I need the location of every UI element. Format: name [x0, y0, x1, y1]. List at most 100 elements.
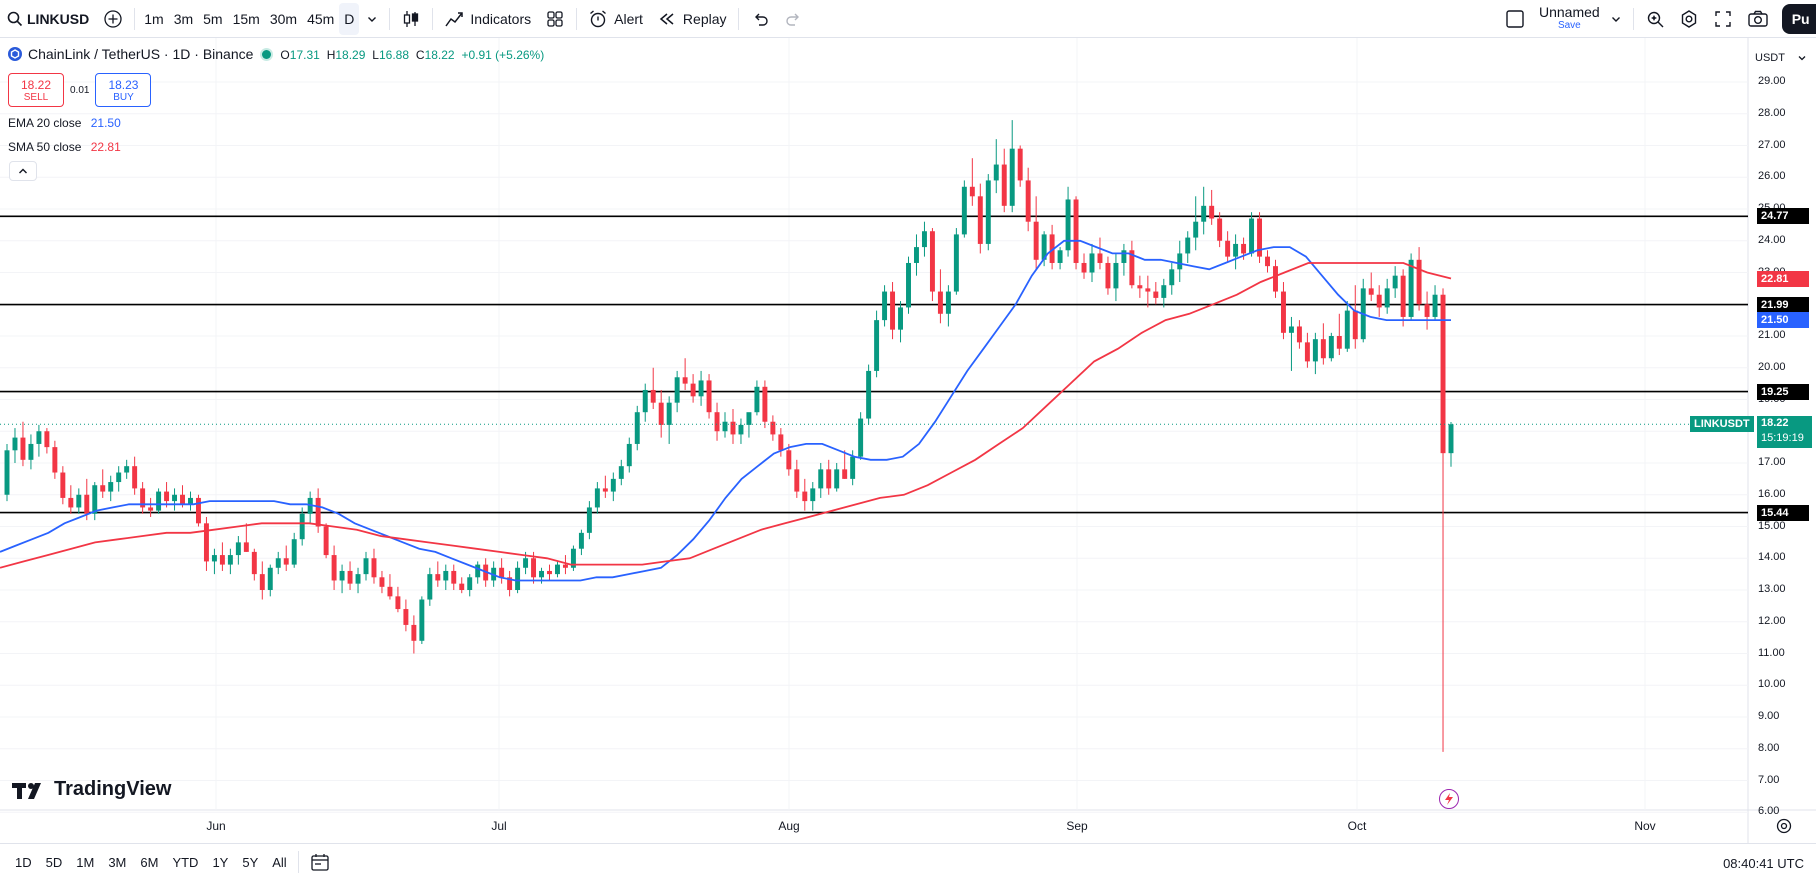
alert-button[interactable]: Alert — [581, 3, 650, 35]
candle-body — [1336, 336, 1342, 349]
candle-body — [1432, 294, 1438, 317]
gear-icon — [1679, 9, 1699, 29]
candle-body — [419, 599, 425, 641]
timeframe-45m[interactable]: 45m — [307, 10, 335, 27]
range-6m[interactable]: 6M — [140, 854, 159, 870]
buy-button[interactable]: 18.23 BUY — [95, 73, 152, 107]
candle-body — [1137, 285, 1143, 289]
candle-body — [227, 555, 233, 565]
candle-body — [20, 437, 26, 460]
price-scale-label: 7.00 — [1758, 773, 1780, 786]
settings-button[interactable] — [1672, 3, 1706, 35]
whats-new-button[interactable] — [1439, 789, 1459, 809]
candle-body — [826, 469, 832, 489]
layout-save-label: Save — [1557, 20, 1581, 31]
candle-body — [499, 567, 505, 578]
price-chart[interactable] — [0, 0, 1816, 843]
range-ytd[interactable]: YTD — [172, 854, 199, 870]
candle-body — [140, 488, 146, 508]
candle-body — [355, 574, 361, 584]
last-price-tag: 18.22 15:19:19 — [1757, 416, 1812, 449]
candle-body — [1384, 288, 1390, 308]
candle-body — [898, 307, 903, 330]
candle-body — [435, 574, 441, 581]
compare-symbol-button[interactable] — [96, 3, 130, 35]
publish-button[interactable]: Pu — [1781, 4, 1816, 34]
timeframe-30m[interactable]: 30m — [269, 10, 298, 27]
range-5y[interactable]: 5Y — [242, 854, 259, 870]
fullscreen-button[interactable] — [1706, 3, 1740, 35]
candle-body — [339, 570, 345, 581]
range-all[interactable]: All — [272, 854, 287, 870]
candle-body — [682, 377, 688, 384]
sma-legend[interactable]: SMA 50 close 22.81 — [8, 140, 121, 154]
redo-button[interactable] — [777, 3, 811, 35]
ema-20-line — [0, 239, 1451, 582]
range-5d[interactable]: 5D — [45, 854, 63, 870]
candle-body — [658, 402, 664, 425]
tradingview-logo[interactable]: TradingView — [12, 778, 171, 801]
currency-selector[interactable]: USDT — [1751, 48, 1811, 68]
quick-search-button[interactable] — [1638, 3, 1672, 35]
candle-body — [387, 586, 393, 597]
candle-body — [315, 497, 321, 527]
candle-body — [12, 437, 18, 451]
timeframe-5m[interactable]: 5m — [203, 10, 223, 27]
candle-body — [1280, 291, 1286, 333]
replay-button[interactable]: Replay — [650, 3, 734, 35]
candle-body — [738, 424, 744, 435]
candle-body — [60, 472, 66, 498]
price-scale-label: 6.00 — [1758, 805, 1780, 818]
indicators-button[interactable]: Indicators — [437, 3, 538, 35]
range-1m[interactable]: 1M — [76, 854, 95, 870]
snapshot-button[interactable] — [1740, 3, 1776, 35]
candle-body — [1121, 250, 1127, 263]
candle-body — [363, 558, 369, 575]
candle-body — [937, 291, 943, 314]
candle-body — [84, 494, 90, 514]
ema-legend[interactable]: EMA 20 close 21.50 — [8, 116, 121, 130]
candle-body — [1352, 310, 1358, 340]
ohlc-values: O17.31 H18.29 L16.88 C18.22 +0.91 (+5.26… — [280, 48, 545, 62]
timeframe-3m[interactable]: 3m — [173, 10, 194, 27]
date-range-list: 1D 5D 1M 3M 6M YTD 1Y 5Y All — [8, 855, 294, 870]
timeframe-dropdown[interactable] — [359, 3, 385, 35]
toolbar-divider — [389, 7, 391, 30]
chart-type-button[interactable] — [394, 3, 428, 35]
candle-body — [1065, 199, 1071, 251]
candle-body — [555, 564, 560, 575]
candle-body — [188, 497, 193, 505]
timeframe-d[interactable]: D — [339, 2, 360, 35]
timeframe-1m[interactable]: 1m — [144, 10, 164, 27]
sell-button[interactable]: 18.22 SELL — [8, 73, 64, 107]
range-1d[interactable]: 1D — [15, 854, 32, 870]
range-3m[interactable]: 3M — [108, 854, 127, 870]
candle-body — [1129, 250, 1135, 286]
candle-body — [1185, 237, 1191, 254]
symbol-search-button[interactable]: LINKUSD — [0, 3, 96, 35]
collapse-legend-button[interactable] — [9, 161, 37, 181]
time-axis-settings-button[interactable] — [1775, 817, 1793, 840]
price-scale-label: 27.00 — [1758, 138, 1786, 151]
candle-body — [1416, 259, 1422, 305]
layouts-button[interactable] — [538, 3, 572, 35]
candle-body — [1265, 256, 1270, 267]
goto-date-button[interactable] — [303, 846, 337, 878]
candle-body — [1169, 269, 1175, 286]
publish-label: Pu — [1791, 11, 1810, 27]
candle-body — [929, 231, 935, 292]
layout-menu-button[interactable]: Unnamed Save — [1498, 3, 1629, 35]
toolbar-divider — [576, 7, 578, 30]
candle-body — [291, 539, 297, 565]
symbol-price-tag: LINKUSDT — [1690, 416, 1754, 433]
candle-body — [451, 570, 457, 584]
sma-value: 22.81 — [90, 140, 121, 154]
range-1y[interactable]: 1Y — [212, 854, 229, 870]
undo-button[interactable] — [743, 3, 777, 35]
candle-body — [1296, 326, 1302, 343]
utc-clock[interactable]: 08:40:41 UTC — [1723, 856, 1804, 871]
time-axis-label: Nov — [1634, 819, 1656, 833]
timeframe-15m[interactable]: 15m — [232, 10, 260, 27]
legend-title[interactable]: ChainLink / TetherUS · 1D · Binance — [28, 46, 254, 62]
candle-body — [180, 494, 185, 505]
